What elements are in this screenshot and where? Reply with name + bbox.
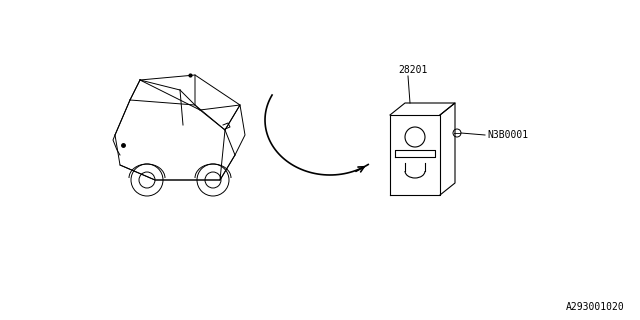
Text: A293001020: A293001020 xyxy=(566,302,625,312)
Text: 28201: 28201 xyxy=(398,65,428,75)
Text: N3B0001: N3B0001 xyxy=(487,130,528,140)
